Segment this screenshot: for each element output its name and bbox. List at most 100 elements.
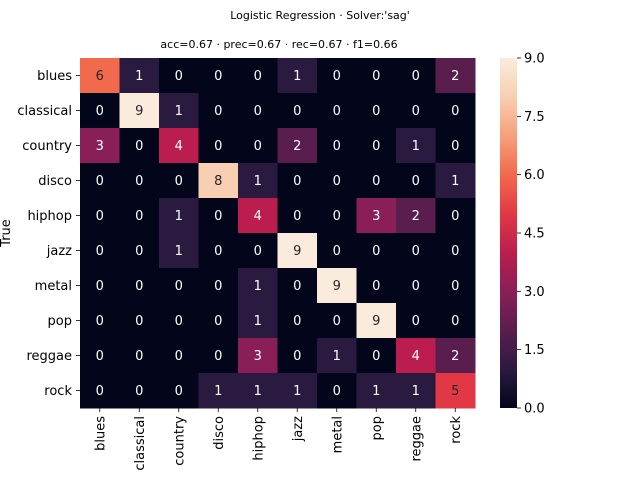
colorbar-tick-label: 3.0 [524, 285, 545, 300]
cell-value-label: 0 [333, 174, 341, 189]
heatmap-cell [396, 233, 436, 269]
heatmap-cell [435, 233, 476, 269]
x-tick-label: reggae [409, 416, 424, 462]
heatmap-cell [435, 373, 476, 409]
cell-value-label: 1 [135, 69, 143, 84]
cell-value-label: 0 [372, 279, 380, 294]
heatmap-cell [356, 303, 397, 339]
heatmap-cell [356, 128, 397, 164]
cell-value-label: 0 [135, 139, 143, 154]
colorbar-tick-label: 7.5 [524, 110, 545, 125]
cell-value-label: 0 [96, 384, 104, 399]
heatmap-cell [396, 338, 436, 374]
heatmap-cell [238, 128, 278, 164]
heatmap-cell [317, 198, 357, 234]
heatmap-cell [277, 128, 318, 164]
x-tick-label: hiphop [251, 416, 266, 461]
cell-value-label: 0 [333, 244, 341, 259]
cell-value-label: 0 [214, 104, 222, 119]
heatmap-cell [238, 233, 278, 269]
heatmap-cell [317, 303, 357, 339]
heatmap-cell [198, 198, 239, 234]
heatmap-cell [435, 128, 476, 164]
heatmap-cell [356, 163, 397, 199]
cell-value-label: 2 [293, 139, 301, 154]
cell-value-label: 2 [451, 349, 459, 364]
heatmap-cell [159, 58, 199, 94]
cell-value-label: 0 [254, 244, 262, 259]
cell-value-label: 8 [214, 174, 222, 189]
heatmap-cell [238, 338, 278, 374]
heatmap-cell [159, 303, 199, 339]
cell-value-label: 1 [254, 314, 262, 329]
cell-value-label: 9 [135, 104, 143, 119]
heatmap-cell [277, 198, 318, 234]
cell-value-label: 5 [451, 384, 459, 399]
x-tick-label: classical [133, 416, 148, 471]
x-tick-label: blues [93, 416, 108, 451]
cell-value-label: 0 [175, 314, 183, 329]
heatmap-cell [356, 233, 397, 269]
cell-value-label: 0 [412, 104, 420, 119]
heatmap-cell [198, 303, 239, 339]
y-tick-label: disco [38, 174, 72, 189]
heatmap-cell [159, 268, 199, 304]
cell-value-label: 0 [135, 209, 143, 224]
cell-value-label: 0 [412, 174, 420, 189]
colorbar: 0.0 1.5 3.0 4.5 6.0 7.5 9.0 [500, 52, 545, 417]
heatmap-cell [119, 93, 160, 129]
cell-value-label: 0 [293, 349, 301, 364]
heatmap-cell [80, 268, 120, 304]
cell-value-label: 0 [175, 174, 183, 189]
cell-value-label: 0 [372, 174, 380, 189]
heatmap-cell [317, 128, 357, 164]
heatmap-cell [277, 58, 318, 94]
heatmap-cell [435, 198, 476, 234]
cell-value-label: 0 [451, 279, 459, 294]
heatmap-cell [277, 268, 318, 304]
cell-value-label: 0 [293, 174, 301, 189]
heatmap-cell [238, 198, 278, 234]
cell-value-label: 9 [372, 314, 380, 329]
heatmap-cell [198, 163, 239, 199]
cell-value-label: 4 [175, 139, 183, 154]
cell-value-label: 0 [214, 209, 222, 224]
heatmap-cell [317, 268, 357, 304]
cell-value-label: 1 [451, 174, 459, 189]
cell-value-label: 0 [96, 244, 104, 259]
cell-value-label: 0 [451, 139, 459, 154]
y-tick-label: pop [48, 314, 72, 329]
heatmap-cell [238, 58, 278, 94]
cell-value-label: 0 [175, 279, 183, 294]
heatmap-cell [119, 163, 160, 199]
cell-value-label: 0 [135, 314, 143, 329]
cell-value-label: 0 [451, 244, 459, 259]
y-tick-label: metal [35, 279, 72, 294]
heatmap-cell [277, 303, 318, 339]
colorbar-tick-label: 1.5 [524, 343, 545, 358]
cell-value-label: 0 [451, 209, 459, 224]
cell-value-label: 1 [175, 104, 183, 119]
cell-value-label: 0 [96, 349, 104, 364]
cell-value-label: 0 [412, 279, 420, 294]
y-tick-label: country [22, 139, 72, 154]
cell-value-label: 2 [451, 69, 459, 84]
heatmap-cell [356, 373, 397, 409]
cell-value-label: 0 [135, 349, 143, 364]
cell-value-label: 0 [333, 139, 341, 154]
heatmap-cell [198, 268, 239, 304]
x-axis-ticks: blues classical country disco hiphop jazz meta… [93, 408, 464, 471]
heatmap-cell [119, 268, 160, 304]
cell-value-label: 9 [333, 279, 341, 294]
x-tick-label: country [172, 416, 187, 466]
heatmap-cell [396, 373, 436, 409]
cell-value-label: 6 [96, 69, 104, 84]
heatmap-cell [80, 163, 120, 199]
cell-value-label: 0 [254, 104, 262, 119]
heatmap-cell [80, 128, 120, 164]
heatmap-cell [317, 233, 357, 269]
cell-value-label: 3 [254, 349, 262, 364]
cell-value-label: 0 [372, 69, 380, 84]
cell-value-label: 0 [333, 104, 341, 119]
cell-value-label: 0 [96, 209, 104, 224]
